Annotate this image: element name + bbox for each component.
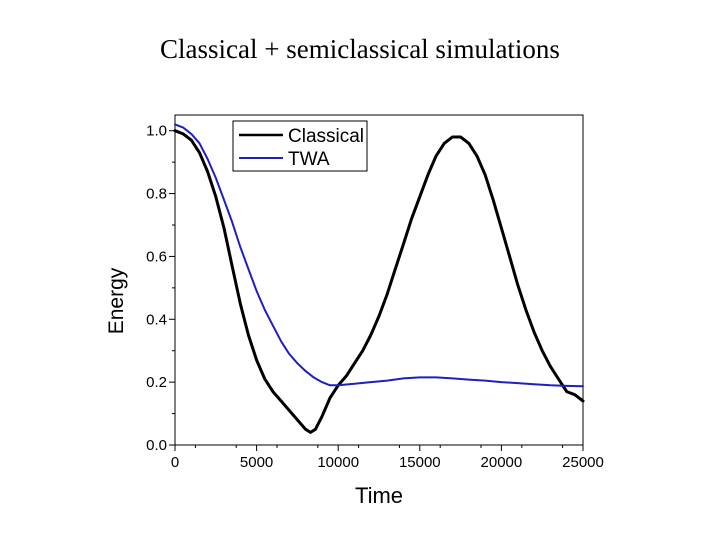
y-axis-title: Energy [105,267,128,334]
x-tick-label: 15000 [399,454,441,471]
y-tick-label: 0.0 [146,437,167,454]
y-tick-label: 0.2 [146,374,167,391]
y-tick-label: 0.6 [146,248,167,265]
y-tick-label: 1.0 [146,123,167,140]
series-line-twa [174,123,584,388]
x-tick-label: 5000 [240,454,273,471]
x-axis-title: Time [355,483,403,508]
axis-ticks: 0 5000 10000 15000 20000 25000 0.0 0.2 0.4 0.6 0.8… [146,123,604,471]
x-tick-label: 20000 [481,454,523,471]
x-tick-label: 25000 [562,454,604,471]
slide-title: Classical + semiclassical simulations [160,34,560,64]
x-tick-label: 0 [171,454,179,471]
series-line-classical [173,129,585,434]
y-tick-label: 0.8 [146,186,167,203]
legend-box [232,120,368,172]
y-tick-label: 0.4 [146,311,167,328]
legend-label-twa: TWA [288,149,330,170]
series-group [173,123,585,434]
x-tick-label: 10000 [317,454,359,471]
legend: Classical TWA [232,120,368,172]
legend-label-classical: Classical [288,126,364,147]
